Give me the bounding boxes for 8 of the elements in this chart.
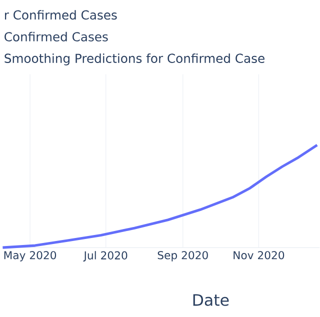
text: Confirmed Cases [4,32,108,42]
x-tick-label: May 2020 [4,251,56,262]
x-tick-label: Jul 2020 [83,251,128,262]
text: r Confirmed Cases [5,10,117,20]
text: Smoothing Predictions for Confirmed Case [4,53,264,66]
x-tick-label: Sep 2020 [158,251,208,262]
x-axis-title: Date [193,294,229,306]
x-tick-label: Nov 2020 [234,251,284,260]
